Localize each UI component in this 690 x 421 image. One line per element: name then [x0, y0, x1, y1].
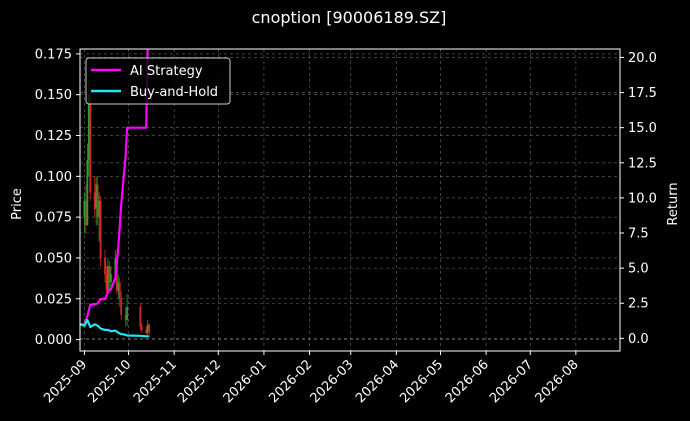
- y-tick-label: 0.000: [35, 333, 72, 348]
- candle-body: [115, 257, 118, 291]
- candle-body: [146, 324, 149, 334]
- candlesticks: [83, 78, 151, 335]
- grid-lines: [80, 49, 620, 351]
- candle-body: [140, 326, 143, 330]
- candle-body: [107, 266, 109, 291]
- y2-tick-label: 12.5: [628, 156, 657, 171]
- plot-frame: [79, 48, 621, 352]
- y2-axis-label: Return: [666, 182, 681, 225]
- candle-body: [105, 274, 108, 291]
- y2-tick-label: 20.0: [628, 51, 657, 66]
- candle-body: [145, 329, 148, 334]
- candle-body: [109, 274, 112, 283]
- candle-body: [148, 324, 151, 332]
- y-tick-label: 0.075: [35, 211, 72, 226]
- series-lines: [80, 49, 150, 338]
- y2-tick-label: 15.0: [628, 121, 657, 136]
- candle-body: [120, 298, 123, 316]
- candle-body: [104, 257, 106, 275]
- y-tick-label: 0.150: [35, 88, 72, 103]
- legend-label-buy-and-hold: Buy-and-Hold: [130, 85, 218, 100]
- candle-body: [87, 94, 90, 161]
- series-line-buy-and-hold: [80, 319, 150, 338]
- right-y-axis-ticks: 0.0 2.5 5.0 7.5 10.0 12.5 15.0 17.5 20.0: [620, 51, 657, 347]
- candle-body: [86, 160, 89, 226]
- y2-tick-label: 2.5: [628, 297, 649, 312]
- candle-body: [139, 306, 142, 327]
- y2-tick-label: 10.0: [628, 191, 657, 206]
- legend: AI Strategy Buy-and-Hold: [85, 57, 231, 105]
- y-axis-label: Price: [10, 188, 25, 220]
- candle-body: [114, 257, 117, 275]
- candle-body: [98, 200, 101, 218]
- legend-label-ai-strategy: AI Strategy: [130, 64, 203, 79]
- y2-tick-label: 7.5: [628, 227, 649, 242]
- chart-title: cnoption [90006189.SZ]: [252, 8, 447, 27]
- candle-body: [124, 315, 127, 320]
- y-tick-label: 0.100: [35, 170, 72, 185]
- candle-body: [118, 282, 121, 299]
- candle-body: [126, 306, 128, 320]
- candle-body: [96, 184, 99, 218]
- series-line-ai-strategy: [80, 49, 149, 326]
- candle-body: [89, 94, 92, 193]
- candle-body: [84, 200, 87, 226]
- y2-tick-label: 0.0: [628, 332, 649, 347]
- candle-body: [108, 266, 111, 283]
- candle-body: [83, 200, 86, 218]
- y-tick-label: 0.025: [35, 292, 72, 307]
- legend-box: [85, 57, 231, 105]
- y2-tick-label: 5.0: [628, 262, 649, 277]
- y-tick-label: 0.050: [35, 251, 72, 266]
- y-tick-label: 0.125: [35, 129, 72, 144]
- y2-tick-label: 17.5: [628, 86, 657, 101]
- candle-body: [93, 192, 96, 209]
- y-tick-label: 0.175: [35, 47, 72, 62]
- left-y-axis-ticks: 0.000 0.025 0.050 0.075 0.100 0.125 0.150 0.175: [35, 47, 80, 348]
- candle-body: [99, 200, 102, 258]
- candle-body: [95, 184, 98, 209]
- candle-body: [117, 282, 120, 291]
